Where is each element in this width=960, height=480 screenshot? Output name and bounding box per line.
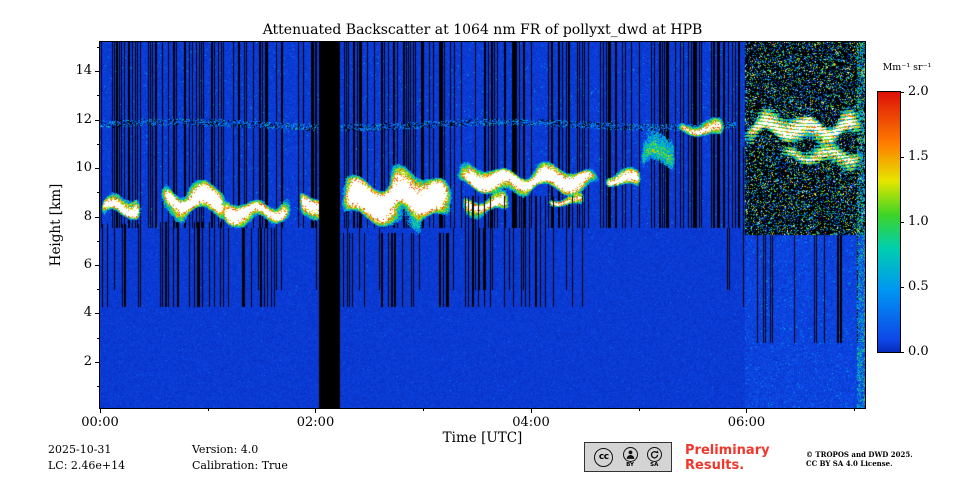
x-tick-label: 06:00	[727, 415, 766, 430]
y-tick-label: 4	[83, 305, 92, 321]
y-tick-label: 10	[75, 160, 92, 176]
y-minor-tick-mark	[97, 143, 100, 145]
x-minor-tick-mark	[423, 408, 425, 411]
heatmap-canvas	[100, 42, 865, 408]
x-tick-label: 02:00	[296, 415, 335, 430]
y-tick-label: 6	[83, 256, 92, 272]
colorbar-tick-label: 2.0	[908, 84, 929, 99]
colorbar-tick-label: 0.5	[908, 279, 929, 294]
footer-version: Version: 4.0	[192, 443, 259, 456]
copyright-line-2: CC BY SA 4.0 License.	[806, 459, 893, 468]
y-tick-label: 14	[75, 63, 92, 79]
preliminary-line-2: Results.	[685, 458, 745, 473]
x-minor-tick-mark	[638, 408, 640, 411]
y-minor-tick-mark	[97, 240, 100, 242]
cc-license-badge: cc BY SA	[584, 442, 672, 472]
footer-calibration: Calibration: True	[192, 459, 288, 472]
cc-icon: cc	[594, 447, 614, 467]
y-tick-mark	[95, 216, 100, 218]
y-tick-label: 2	[83, 353, 92, 369]
x-tick-label: 00:00	[81, 415, 119, 430]
by-person-icon	[622, 446, 638, 462]
copyright-note: © TROPOS and DWD 2025. CC BY SA 4.0 Lice…	[806, 450, 913, 468]
y-tick-mark	[95, 264, 100, 266]
colorbar-tick-label: 0.0	[908, 344, 929, 359]
preliminary-line-1: Preliminary	[685, 443, 770, 458]
x-minor-tick-mark	[854, 408, 856, 411]
y-minor-tick-mark	[97, 192, 100, 194]
y-minor-tick-mark	[97, 95, 100, 97]
colorbar-tick-label: 1.0	[908, 214, 929, 229]
x-tick-mark	[315, 408, 317, 413]
y-tick-label: 8	[83, 208, 92, 224]
y-minor-tick-mark	[97, 289, 100, 291]
colorbar-tick-mark	[900, 287, 904, 288]
footer-date: 2025-10-31	[48, 443, 112, 456]
y-tick-mark	[95, 361, 100, 363]
cc-sa-group: SA	[646, 446, 662, 468]
sa-label: SA	[650, 461, 659, 468]
y-tick-mark	[95, 168, 100, 170]
colorbar-gradient	[878, 92, 900, 352]
sa-arrow-icon	[646, 446, 662, 462]
x-tick-mark	[746, 408, 748, 413]
y-axis-label: Height [km]	[48, 183, 64, 267]
copyright-line-1: © TROPOS and DWD 2025.	[806, 450, 913, 459]
colorbar-tick-label: 1.5	[908, 149, 929, 164]
y-tick-label: 12	[75, 111, 92, 127]
x-tick-label: 04:00	[512, 415, 550, 430]
y-tick-mark	[95, 119, 100, 121]
y-tick-mark	[95, 313, 100, 315]
y-minor-tick-mark	[97, 46, 100, 48]
x-tick-mark	[530, 408, 532, 413]
colorbar-tick-mark	[900, 352, 904, 353]
y-minor-tick-mark	[97, 386, 100, 388]
y-tick-mark	[95, 71, 100, 73]
colorbar-tick-mark	[900, 222, 904, 223]
preliminary-results-note: Preliminary Results.	[685, 443, 770, 473]
x-tick-mark	[100, 408, 101, 413]
x-minor-tick-mark	[207, 408, 209, 411]
x-axis-label: Time [UTC]	[442, 430, 523, 446]
colorbar-tick-mark	[900, 157, 904, 158]
footer-lidar-constant: LC: 2.46e+14	[48, 459, 126, 472]
y-minor-tick-mark	[97, 337, 100, 339]
cc-by-group: BY	[622, 446, 638, 468]
colorbar-tick-mark	[900, 92, 904, 93]
by-label: BY	[626, 461, 634, 468]
colorbar-unit-label: Mm⁻¹ sr⁻¹	[882, 62, 932, 73]
plot-title: Attenuated Backscatter at 1064 nm FR of …	[262, 22, 703, 38]
